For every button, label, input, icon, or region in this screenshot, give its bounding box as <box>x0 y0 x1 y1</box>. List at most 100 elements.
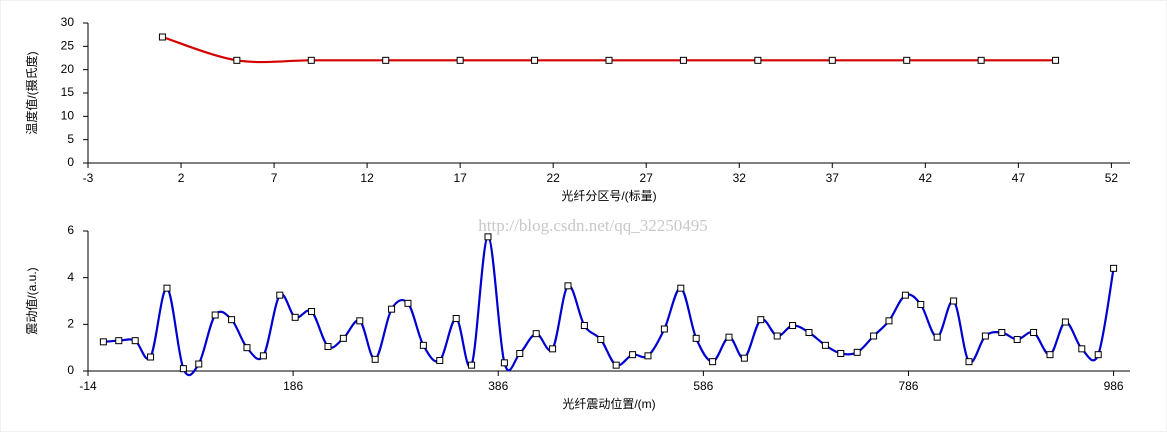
data-point <box>211 311 219 319</box>
y-tick-label: 30 <box>61 15 75 29</box>
y-tick-label: 20 <box>61 62 75 76</box>
y-tick-label: 5 <box>67 132 74 146</box>
data-point <box>163 284 171 292</box>
y-tick-label: 6 <box>67 223 74 237</box>
data-point <box>179 365 187 373</box>
x-tick-label: -14 <box>79 379 97 393</box>
data-point <box>754 56 762 64</box>
data-point <box>821 341 829 349</box>
data-point <box>612 361 620 369</box>
data-point <box>516 350 524 357</box>
data-point <box>725 333 733 341</box>
watermark: http://blog.csdn.net/qq_32250495 <box>478 216 708 235</box>
data-point <box>901 291 909 299</box>
data-point <box>228 316 236 324</box>
data-point <box>981 332 989 340</box>
data-point <box>404 299 412 307</box>
y-tick-label: 4 <box>67 270 74 284</box>
data-point <box>456 56 464 64</box>
data-point <box>1078 345 1086 353</box>
data-point <box>382 56 390 64</box>
y-tick-label: 15 <box>61 85 75 99</box>
y-tick-label: 2 <box>67 317 74 331</box>
data-point <box>532 330 540 338</box>
data-point <box>709 358 717 366</box>
data-point <box>243 344 251 352</box>
x-tick-label: 586 <box>693 379 713 393</box>
data-point <box>564 282 572 290</box>
y-axis-label: 震动值/(a.u.) <box>24 267 39 334</box>
data-point <box>1046 351 1054 359</box>
data-point <box>307 56 315 64</box>
data-point <box>419 341 427 349</box>
data-point <box>605 56 613 64</box>
data-point <box>950 297 958 305</box>
data-point <box>324 343 332 350</box>
data-point <box>933 333 941 341</box>
x-tick-label: 7 <box>271 171 278 185</box>
data-point <box>339 334 347 342</box>
data-point <box>308 308 316 315</box>
x-tick-label: 986 <box>1104 379 1124 393</box>
data-point <box>629 351 637 359</box>
data-point <box>99 338 107 346</box>
data-point <box>870 332 878 340</box>
data-point <box>903 56 911 64</box>
data-point <box>1094 351 1102 359</box>
data-point <box>805 329 813 336</box>
x-axis-label: 光纤分区号/(标量) <box>561 189 656 203</box>
data-point <box>828 56 836 64</box>
data-point <box>500 359 508 367</box>
x-tick-label: 2 <box>178 171 185 185</box>
data-point <box>484 233 492 241</box>
data-point <box>998 329 1006 336</box>
data-point <box>195 360 203 368</box>
x-tick-label: 786 <box>898 379 918 393</box>
data-point <box>580 322 588 329</box>
data-point <box>1030 329 1038 336</box>
data-point <box>597 336 605 343</box>
data-point <box>757 316 765 324</box>
data-point <box>549 345 557 353</box>
x-tick-label: 12 <box>360 171 374 185</box>
y-tick-label: 10 <box>61 109 75 123</box>
data-point <box>1052 56 1060 64</box>
data-point <box>1061 318 1069 326</box>
data-point <box>837 350 845 357</box>
data-point <box>158 33 166 41</box>
x-tick-label: 47 <box>1012 171 1026 185</box>
data-point <box>679 56 687 64</box>
data-point <box>371 355 379 363</box>
data-point <box>740 354 748 362</box>
data-point <box>853 348 861 356</box>
y-tick-label: 0 <box>67 155 74 169</box>
x-axis-label: 光纤震动位置/(m) <box>562 396 655 411</box>
y-axis-label: 温度值/(摄氏度) <box>24 51 39 134</box>
x-tick-label: 22 <box>546 171 560 185</box>
data-point <box>977 56 985 64</box>
x-tick-label: 17 <box>453 171 467 185</box>
x-tick-label: 52 <box>1105 171 1119 185</box>
data-point <box>147 353 155 361</box>
data-point <box>789 322 797 329</box>
data-point <box>436 357 444 364</box>
data-point <box>115 337 123 345</box>
data-point <box>692 334 700 342</box>
data-point <box>644 352 652 360</box>
data-point <box>885 317 893 325</box>
x-tick-label: -3 <box>83 171 94 185</box>
data-point <box>468 361 476 369</box>
x-tick-label: 386 <box>488 379 508 393</box>
data-point <box>259 352 267 360</box>
data-point <box>677 284 685 292</box>
x-tick-label: 32 <box>733 171 747 185</box>
data-point <box>531 56 539 64</box>
data-point <box>291 313 299 321</box>
data-point <box>233 56 241 64</box>
data-point <box>356 317 364 325</box>
y-tick-label: 0 <box>67 363 74 377</box>
y-tick-label: 25 <box>61 39 75 53</box>
data-point <box>276 291 284 299</box>
data-point <box>388 305 396 313</box>
x-tick-label: 186 <box>283 379 303 393</box>
